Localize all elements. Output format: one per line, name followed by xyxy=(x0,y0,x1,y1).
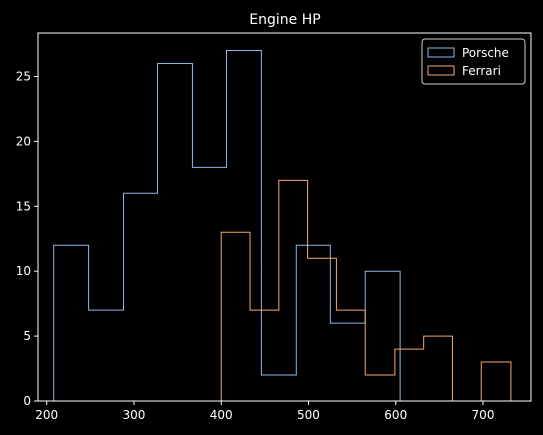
x-tick-label: 700 xyxy=(472,408,495,422)
histogram-series-porsche xyxy=(53,50,401,401)
axis-ticks-layer: 200 300 400 500 600 700 0 5 10 15 20 25 xyxy=(16,69,495,422)
y-tick-label: 0 xyxy=(23,394,31,408)
x-tick-label: 500 xyxy=(297,408,320,422)
legend-swatch-ferrari xyxy=(427,65,455,76)
axes-frame xyxy=(37,32,532,402)
chart-title: Engine HP xyxy=(249,12,320,28)
legend-label-porsche: Porsche xyxy=(462,46,509,60)
legend-label-ferrari: Ferrari xyxy=(462,64,501,78)
x-tick-label: 600 xyxy=(384,408,407,422)
legend: Porsche Ferrari xyxy=(421,38,526,85)
y-tick-label: 5 xyxy=(23,329,31,343)
x-tick-label: 300 xyxy=(123,408,146,422)
y-tick-label: 15 xyxy=(16,199,31,213)
y-tick-label: 20 xyxy=(16,134,31,148)
x-tick-label: 200 xyxy=(35,408,58,422)
y-tick-label: 10 xyxy=(16,264,31,278)
legend-swatch-porsche xyxy=(427,47,455,58)
x-tick-label: 400 xyxy=(210,408,233,422)
legend-box xyxy=(421,38,526,85)
y-tick-label: 25 xyxy=(16,69,31,83)
